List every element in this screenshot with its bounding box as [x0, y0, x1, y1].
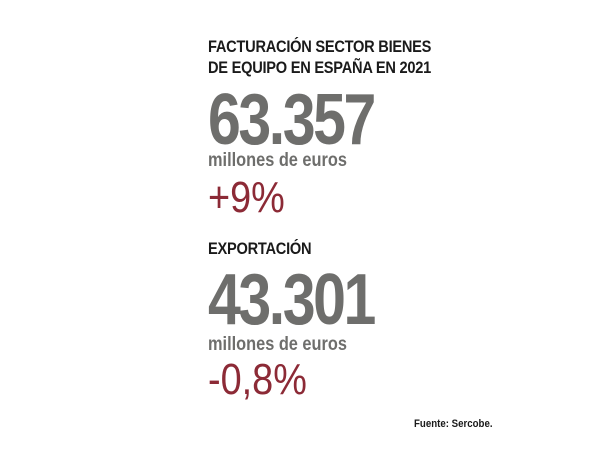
- exports-change: -0,8%: [208, 355, 307, 404]
- revenue-value: 63.357: [208, 80, 376, 160]
- revenue-unit: millones de euros: [208, 150, 347, 171]
- revenue-title-line1: FACTURACIÓN SECTOR BIENES: [208, 37, 432, 56]
- exports-unit: millones de euros: [208, 334, 347, 355]
- revenue-change: +9%: [208, 173, 285, 222]
- exports-title: EXPORTACIÓN: [208, 239, 312, 258]
- revenue-title-line2: DE EQUIPO EN ESPAÑA EN 2021: [208, 58, 431, 77]
- exports-value: 43.301: [208, 260, 376, 340]
- source-note: Fuente: Sercobe.: [414, 418, 493, 430]
